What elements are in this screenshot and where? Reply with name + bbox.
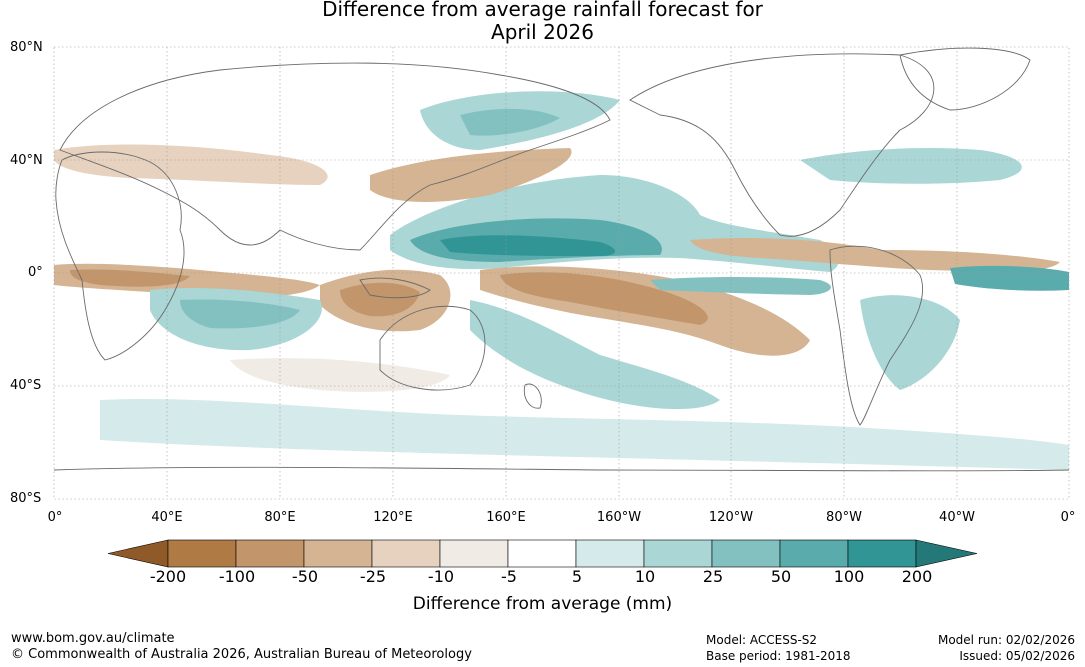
light-dry-southern bbox=[230, 358, 450, 392]
lon-label-80w: 80°W bbox=[826, 510, 862, 525]
colorbar-label: Difference from average (mm) bbox=[412, 594, 673, 614]
australia-outline bbox=[379, 305, 486, 391]
lat-label-80n: 80°N bbox=[10, 40, 43, 55]
lon-label-160w: 160°W bbox=[596, 510, 642, 525]
chart-title: Difference from average rainfall forecas… bbox=[0, 0, 1085, 44]
colorbar-tick: 200 bbox=[901, 567, 933, 586]
colorbar-tick: -10 bbox=[427, 567, 455, 586]
colorbar-tick: -100 bbox=[218, 567, 256, 586]
wet-region-north-atlantic bbox=[800, 148, 1022, 184]
map-frame bbox=[53, 46, 1070, 500]
colorbar-tick: 25 bbox=[702, 567, 724, 586]
colorbar-tick: 100 bbox=[833, 567, 865, 586]
lon-label-0-right: 0° bbox=[1060, 510, 1076, 525]
wet-region-south-pacific bbox=[470, 300, 720, 410]
greenland-outline bbox=[899, 47, 1031, 111]
dry-region-asia bbox=[54, 144, 328, 185]
lon-label-40w: 40°W bbox=[939, 510, 975, 525]
wet-region-east-pacific bbox=[650, 277, 831, 295]
colorbar-tick: -5 bbox=[501, 567, 517, 586]
colorbar-tick: -25 bbox=[359, 567, 387, 586]
colorbar-tick: -200 bbox=[149, 567, 187, 586]
new-zealand-outline bbox=[523, 383, 542, 409]
lon-label-120w: 120°W bbox=[708, 510, 754, 525]
model-name: Model: ACCESS-S2 bbox=[706, 633, 818, 647]
title-line-1: Difference from average rainfall forecas… bbox=[322, 0, 763, 21]
light-wet-southern-ocean bbox=[100, 398, 1069, 470]
wet-region-tropical-atlantic bbox=[950, 265, 1069, 291]
dry-region-tropical-atlantic bbox=[690, 238, 1060, 272]
website-link[interactable]: www.bom.gov.au/climate bbox=[11, 631, 175, 646]
colorbar-tick: 10 bbox=[634, 567, 656, 586]
africa-outline bbox=[55, 151, 185, 361]
colorbar-tick: 5 bbox=[571, 567, 583, 586]
lat-label-equator: 0° bbox=[28, 265, 43, 280]
colorbar-tick: 50 bbox=[770, 567, 792, 586]
lon-label-120e: 120°E bbox=[373, 510, 413, 525]
south-america-outline bbox=[829, 245, 924, 426]
copyright-text: © Commonwealth of Australia 2026, Austra… bbox=[11, 647, 472, 662]
wet-region-south-america bbox=[860, 295, 960, 390]
graticule bbox=[54, 47, 1069, 499]
coastlines bbox=[53, 47, 1070, 472]
antarctica-outline bbox=[53, 466, 1070, 472]
lon-label-0-left: 0° bbox=[47, 510, 63, 525]
north-america-outline bbox=[629, 53, 935, 237]
eurasia-outline bbox=[59, 62, 611, 251]
colorbar-tick: -50 bbox=[291, 567, 319, 586]
indonesia-outline bbox=[359, 277, 431, 299]
lon-label-40e: 40°E bbox=[151, 510, 183, 525]
model-run-date: Model run: 02/02/2026 bbox=[937, 633, 1075, 647]
base-period: Base period: 1981-2018 bbox=[706, 649, 851, 663]
wet-core-north-pacific-2 bbox=[440, 235, 615, 256]
issued-date: Issued: 05/02/2026 bbox=[959, 649, 1075, 663]
lon-label-160e: 160°E bbox=[486, 510, 526, 525]
dry-region-north-pacific bbox=[370, 148, 572, 202]
lat-label-40s: 40°S bbox=[10, 378, 42, 393]
lon-label-80e: 80°E bbox=[264, 510, 296, 525]
title-line-2: April 2026 bbox=[491, 20, 594, 44]
anomaly-fields bbox=[54, 91, 1069, 470]
lat-label-80s: 80°S bbox=[10, 491, 42, 506]
lat-label-40n: 40°N bbox=[10, 153, 43, 168]
